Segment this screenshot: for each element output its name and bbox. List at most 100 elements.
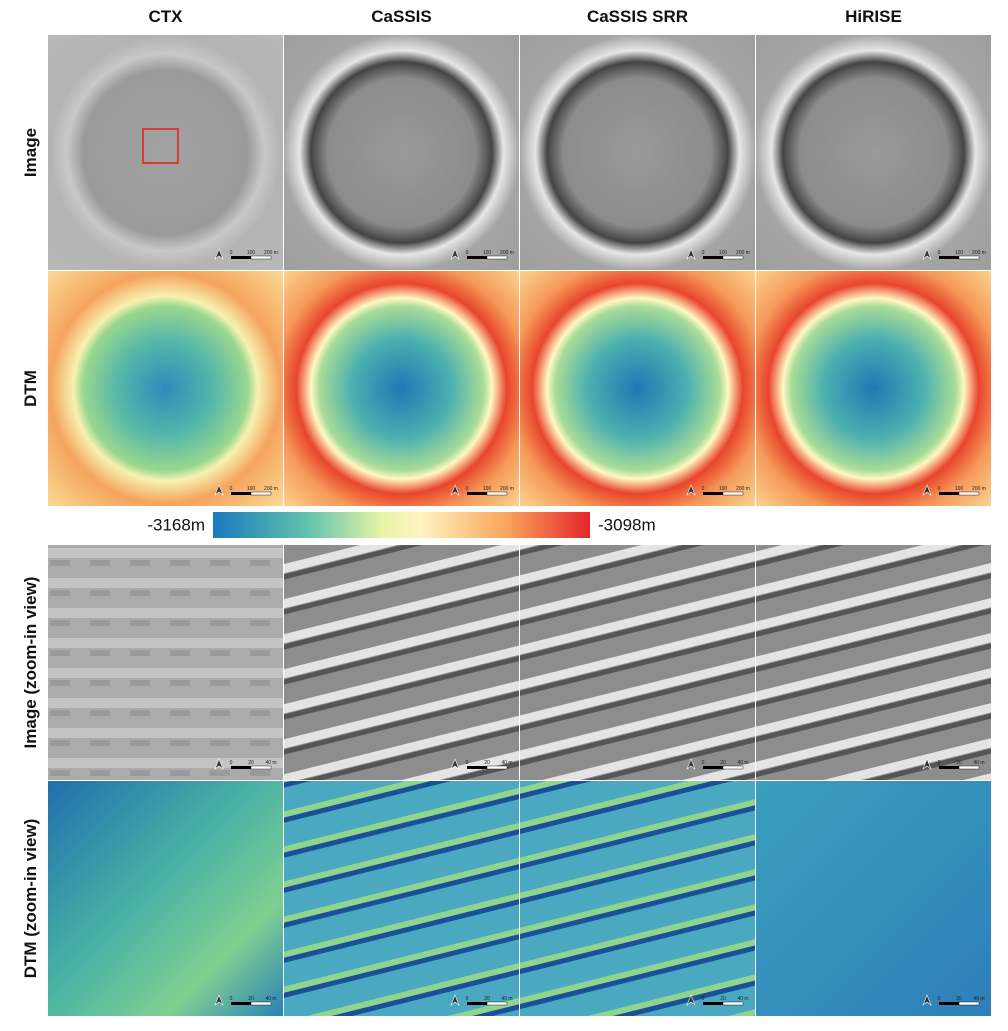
- scale-bar-label: 40 m: [973, 996, 984, 1002]
- zoom-box: [142, 128, 179, 164]
- scale-bar-black: [939, 766, 959, 769]
- scale-bar-white: [722, 255, 744, 260]
- scale-bar-label: 20: [956, 760, 962, 766]
- column-header: CaSSIS: [371, 7, 431, 26]
- north-arrow: [214, 758, 224, 770]
- column-header: CTX: [149, 7, 184, 26]
- scale-bar-white: [722, 491, 744, 496]
- scale-bar-label: 100: [955, 486, 964, 492]
- scale-bar-label: 200 m: [264, 250, 278, 256]
- scale-bar-black: [467, 1002, 487, 1005]
- north-arrow: [214, 484, 224, 496]
- north-arrow: [922, 994, 932, 1006]
- scale-bar-label: 40 m: [501, 760, 512, 766]
- column-header: HiRISE: [845, 7, 902, 26]
- panel-image: [48, 35, 283, 270]
- panel-image: [520, 35, 755, 270]
- scale-bar-black: [231, 492, 251, 495]
- panel-image: [520, 545, 755, 780]
- panel-image: [756, 271, 991, 506]
- scale-bar-white: [486, 1001, 508, 1006]
- scale-bar-label: 100: [247, 486, 256, 492]
- scale-bar-label: 100: [955, 250, 964, 256]
- panel-image: [48, 271, 283, 506]
- scale-bar-label: 200 m: [500, 250, 514, 256]
- north-arrow: [686, 758, 696, 770]
- colorbar-max: -3098m: [598, 515, 656, 534]
- scale-bar-label: 0: [466, 250, 469, 256]
- scale-bar-label: 20: [248, 996, 254, 1002]
- panel-image: [520, 271, 755, 506]
- scale-bar-label: 0: [938, 486, 941, 492]
- panel-image: [756, 781, 991, 1016]
- scale-bar-white: [486, 491, 508, 496]
- scale-bar-label: 40 m: [265, 996, 276, 1002]
- scale-bar-label: 0: [230, 486, 233, 492]
- panel-image: [48, 781, 283, 1016]
- north-arrow: [922, 248, 932, 260]
- scale-bar-label: 100: [483, 250, 492, 256]
- panel-image: [284, 781, 519, 1016]
- scale-bar-label: 200 m: [972, 250, 986, 256]
- scale-bar-label: 40 m: [737, 760, 748, 766]
- scale-bar-label: 0: [230, 760, 233, 766]
- panel-image: [48, 545, 283, 780]
- scale-bar-label: 20: [248, 760, 254, 766]
- north-arrow: [922, 758, 932, 770]
- scale-bar-label: 40 m: [973, 760, 984, 766]
- north-arrow: [450, 484, 460, 496]
- scale-bar-label: 40 m: [501, 996, 512, 1002]
- scale-bar-label: 20: [484, 760, 490, 766]
- colorbar: [213, 512, 590, 538]
- scale-bar-label: 0: [702, 486, 705, 492]
- scale-bar-label: 40 m: [737, 996, 748, 1002]
- scale-bar-label: 100: [719, 250, 728, 256]
- panel-image: [756, 35, 991, 270]
- scale-bar-white: [958, 1001, 980, 1006]
- scale-bar-black: [703, 256, 723, 259]
- colorbar-min: -3168m: [147, 515, 205, 534]
- scale-bar-black: [939, 1002, 959, 1005]
- scale-bar-label: 0: [702, 760, 705, 766]
- scale-bar-label: 20: [720, 760, 726, 766]
- scale-bar-white: [250, 255, 272, 260]
- scale-bar-label: 0: [702, 996, 705, 1002]
- scale-bar-label: 100: [247, 250, 256, 256]
- scale-bar-white: [250, 491, 272, 496]
- scale-bar-label: 0: [938, 250, 941, 256]
- scale-bar-black: [703, 1002, 723, 1005]
- scale-bar-black: [467, 256, 487, 259]
- panel-image: [756, 545, 991, 780]
- scale-bar-label: 20: [484, 996, 490, 1002]
- scale-bar-white: [250, 1001, 272, 1006]
- scale-bar-white: [486, 255, 508, 260]
- scale-bar-label: 0: [466, 996, 469, 1002]
- panel-image: [284, 545, 519, 780]
- panel-image: [284, 35, 519, 270]
- row-label: DTM: [21, 370, 40, 407]
- scale-bar-black: [231, 256, 251, 259]
- scale-bar-white: [722, 765, 744, 770]
- north-arrow: [214, 994, 224, 1006]
- scale-bar-label: 0: [938, 760, 941, 766]
- scale-bar-black: [467, 766, 487, 769]
- scale-bar-label: 100: [719, 486, 728, 492]
- scale-bar-black: [939, 256, 959, 259]
- scale-bar-label: 200 m: [972, 486, 986, 492]
- scale-bar-label: 200 m: [736, 250, 750, 256]
- scale-bar-white: [958, 765, 980, 770]
- scale-bar-label: 0: [466, 486, 469, 492]
- north-arrow: [214, 248, 224, 260]
- row-label: Image (zoom-in view): [21, 577, 40, 749]
- panel-image: [520, 781, 755, 1016]
- scale-bar-white: [486, 765, 508, 770]
- scale-bar-black: [939, 492, 959, 495]
- north-arrow: [450, 248, 460, 260]
- north-arrow: [686, 248, 696, 260]
- scale-bar-label: 0: [702, 250, 705, 256]
- scale-bar-label: 20: [720, 996, 726, 1002]
- scale-bar-black: [703, 766, 723, 769]
- scale-bar-label: 0: [466, 760, 469, 766]
- north-arrow: [450, 758, 460, 770]
- scale-bar-black: [231, 766, 251, 769]
